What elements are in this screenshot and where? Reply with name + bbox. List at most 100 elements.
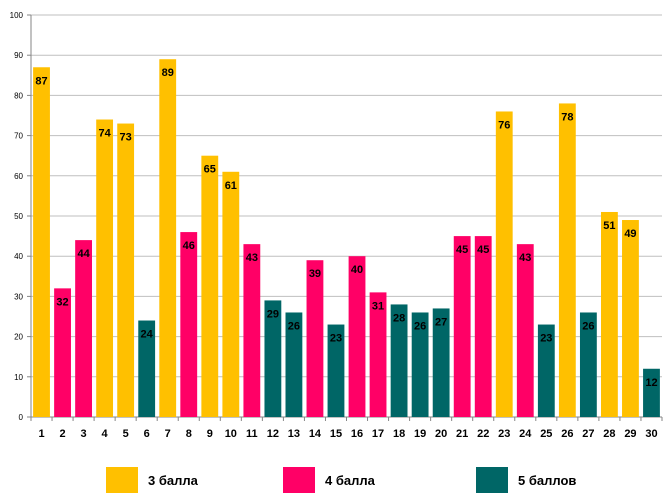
x-tick-label: 12 <box>267 428 279 440</box>
bar <box>33 67 50 417</box>
y-tick-label: 90 <box>14 51 23 60</box>
x-tick-label: 27 <box>582 428 594 440</box>
data-label: 45 <box>456 244 468 256</box>
data-label: 43 <box>519 252 531 264</box>
data-label: 76 <box>498 119 510 131</box>
data-label: 28 <box>393 312 405 324</box>
x-tick-label: 15 <box>330 428 342 440</box>
legend-label-4-points: 4 балла <box>325 472 375 488</box>
bar <box>390 304 408 417</box>
x-tick-label: 21 <box>456 428 468 440</box>
data-label: 65 <box>204 164 216 176</box>
bar <box>180 232 198 417</box>
bar <box>348 256 366 417</box>
bar <box>54 288 71 417</box>
bar <box>601 211 618 417</box>
x-tick-label: 24 <box>519 428 532 440</box>
bar <box>285 312 303 417</box>
data-label: 31 <box>372 300 384 312</box>
x-tick-label: 3 <box>81 428 87 440</box>
bar <box>117 123 135 417</box>
bar <box>537 324 555 417</box>
legend-swatch-5-points <box>476 467 508 493</box>
x-tick-label: 17 <box>372 428 384 440</box>
x-tick-label: 2 <box>59 428 65 440</box>
legend-item-4-points: 4 балла <box>283 465 375 495</box>
x-tick-label: 19 <box>414 428 426 440</box>
y-tick-label: 10 <box>14 373 23 382</box>
bar <box>75 240 92 417</box>
data-label: 39 <box>309 268 321 280</box>
x-tick-label: 10 <box>225 428 237 440</box>
y-tick-label: 20 <box>14 333 23 342</box>
x-tick-label: 8 <box>186 428 192 440</box>
y-tick-label: 0 <box>19 413 24 422</box>
bar <box>138 320 156 417</box>
data-label: 78 <box>561 111 573 123</box>
x-tick-label: 18 <box>393 428 405 440</box>
bar <box>159 59 177 417</box>
data-label: 89 <box>162 67 174 79</box>
data-label: 43 <box>246 252 258 264</box>
data-label: 87 <box>35 75 47 87</box>
bar <box>327 324 345 417</box>
x-tick-label: 14 <box>309 428 322 440</box>
data-label: 27 <box>435 316 447 328</box>
data-label: 26 <box>288 320 300 332</box>
y-tick-label: 60 <box>14 172 23 181</box>
x-tick-label: 7 <box>165 428 171 440</box>
x-tick-label: 9 <box>207 428 213 440</box>
data-label: 26 <box>582 320 594 332</box>
y-tick-label: 80 <box>14 91 23 100</box>
data-label: 61 <box>225 180 237 192</box>
x-tick-label: 26 <box>561 428 573 440</box>
x-tick-label: 30 <box>645 428 657 440</box>
legend-swatch-4-points <box>283 467 315 493</box>
data-label: 73 <box>120 132 132 144</box>
bar <box>201 155 219 417</box>
bar <box>411 312 429 417</box>
bar <box>369 292 387 417</box>
legend-swatch-3-points <box>106 467 138 493</box>
bar <box>432 308 450 417</box>
bar <box>643 368 660 417</box>
data-label: 23 <box>330 333 342 345</box>
legend-item-5-points: 5 баллов <box>476 465 576 495</box>
x-tick-label: 1 <box>38 428 44 440</box>
data-label: 49 <box>624 228 636 240</box>
bar <box>453 236 471 417</box>
x-tick-label: 4 <box>102 428 109 440</box>
y-tick-label: 30 <box>14 292 23 301</box>
bar <box>243 244 261 417</box>
x-tick-label: 13 <box>288 428 300 440</box>
y-tick-label: 100 <box>10 11 24 20</box>
y-tick-label: 70 <box>14 132 23 141</box>
x-tick-label: 20 <box>435 428 447 440</box>
data-label: 74 <box>98 128 111 140</box>
data-label: 26 <box>414 320 426 332</box>
bar <box>306 260 324 417</box>
data-label: 29 <box>267 308 279 320</box>
data-label: 46 <box>183 240 195 252</box>
bar <box>622 220 639 417</box>
bar <box>558 103 576 417</box>
data-label: 23 <box>540 333 552 345</box>
legend-label-3-points: 3 балла <box>148 472 198 488</box>
bar <box>264 300 282 417</box>
data-label: 24 <box>141 329 154 341</box>
x-tick-label: 29 <box>624 428 636 440</box>
bar <box>579 312 597 417</box>
x-tick-label: 11 <box>246 428 258 440</box>
bar <box>222 171 240 417</box>
x-tick-label: 6 <box>144 428 150 440</box>
x-tick-label: 23 <box>498 428 510 440</box>
y-tick-label: 40 <box>14 252 23 261</box>
x-tick-label: 16 <box>351 428 363 440</box>
y-tick-label: 50 <box>14 212 23 221</box>
x-tick-label: 5 <box>123 428 129 440</box>
data-label: 51 <box>603 220 615 232</box>
data-label: 44 <box>77 248 90 260</box>
data-label: 40 <box>351 264 363 276</box>
x-tick-label: 28 <box>603 428 615 440</box>
